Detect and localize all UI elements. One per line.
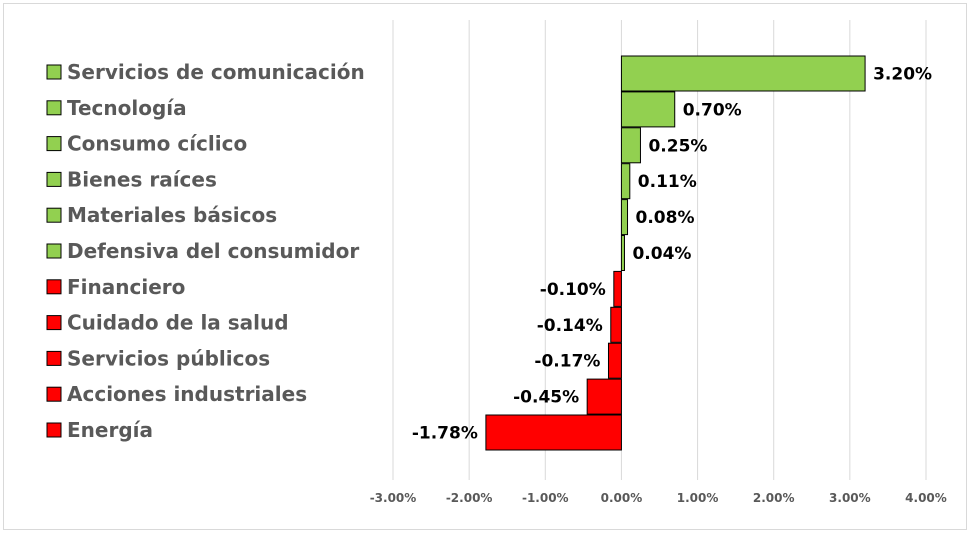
legend-label: Servicios públicos <box>67 346 270 370</box>
legend-swatch <box>46 171 62 187</box>
bar <box>620 235 625 271</box>
x-tick-label: -3.00% <box>370 491 417 505</box>
legend-swatch <box>46 315 62 331</box>
data-label: -0.14% <box>537 316 603 336</box>
legend-label: Acciones industriales <box>67 382 307 406</box>
data-label: -0.45% <box>513 388 579 408</box>
legend-label: Consumo cíclico <box>67 132 247 156</box>
x-axis-ticks: -3.00% -2.00% -1.00% 0.00% 1.00% 2.00% 3.00% 4.… <box>370 491 947 505</box>
bar <box>610 306 622 343</box>
legend-swatch <box>46 64 62 80</box>
x-tick-label: -2.00% <box>446 491 493 505</box>
data-label: 0.04% <box>632 244 691 264</box>
x-tick-label: 0.00% <box>601 491 643 505</box>
bar <box>586 378 622 415</box>
bar <box>620 199 629 236</box>
x-tick-label: 1.00% <box>677 491 719 505</box>
legend-label: Financiero <box>67 275 185 299</box>
data-label: -1.78% <box>412 424 478 444</box>
legend-swatch <box>46 279 62 295</box>
bar <box>620 163 631 200</box>
legend-swatch <box>46 422 62 438</box>
bars <box>485 55 866 451</box>
data-label: 3.20% <box>873 65 932 85</box>
legend-label: Materiales básicos <box>67 203 277 227</box>
data-label: 0.70% <box>683 100 742 120</box>
bar <box>620 91 676 128</box>
x-tick-label: 3.00% <box>829 491 871 505</box>
legend-label: Bienes raíces <box>67 167 217 191</box>
gridlines <box>392 20 927 480</box>
data-label: 0.11% <box>638 172 697 192</box>
legend-swatch <box>46 243 62 259</box>
legend-swatch <box>46 136 62 152</box>
x-tick-label: 4.00% <box>905 491 947 505</box>
legend-label: Tecnología <box>67 96 187 120</box>
x-tick-label: -1.00% <box>522 491 569 505</box>
bar <box>613 270 622 307</box>
legend-label: Cuidado de la salud <box>67 311 289 335</box>
legend-swatch <box>46 350 62 366</box>
legend-swatch <box>46 207 62 223</box>
bar <box>620 55 866 92</box>
legend-label: Defensiva del consumidor <box>67 239 359 263</box>
data-label: 0.25% <box>648 136 707 156</box>
data-label: 0.08% <box>636 208 695 228</box>
legend-label: Servicios de comunicación <box>67 60 365 84</box>
legend-label: Energía <box>67 418 153 442</box>
data-label: -0.10% <box>540 280 606 300</box>
data-label: -0.17% <box>534 352 600 372</box>
legend-swatch <box>46 100 62 116</box>
bar <box>620 127 641 164</box>
bar <box>607 342 622 379</box>
x-tick-label: 2.00% <box>753 491 795 505</box>
bar <box>485 414 622 451</box>
legend: Servicios de comunicación Tecnología Consu… <box>46 60 365 442</box>
legend-swatch <box>46 386 62 402</box>
data-labels: 3.20% 0.70% 0.25% 0.11% 0.08% 0.04% -0.10% -0.1… <box>412 65 932 444</box>
